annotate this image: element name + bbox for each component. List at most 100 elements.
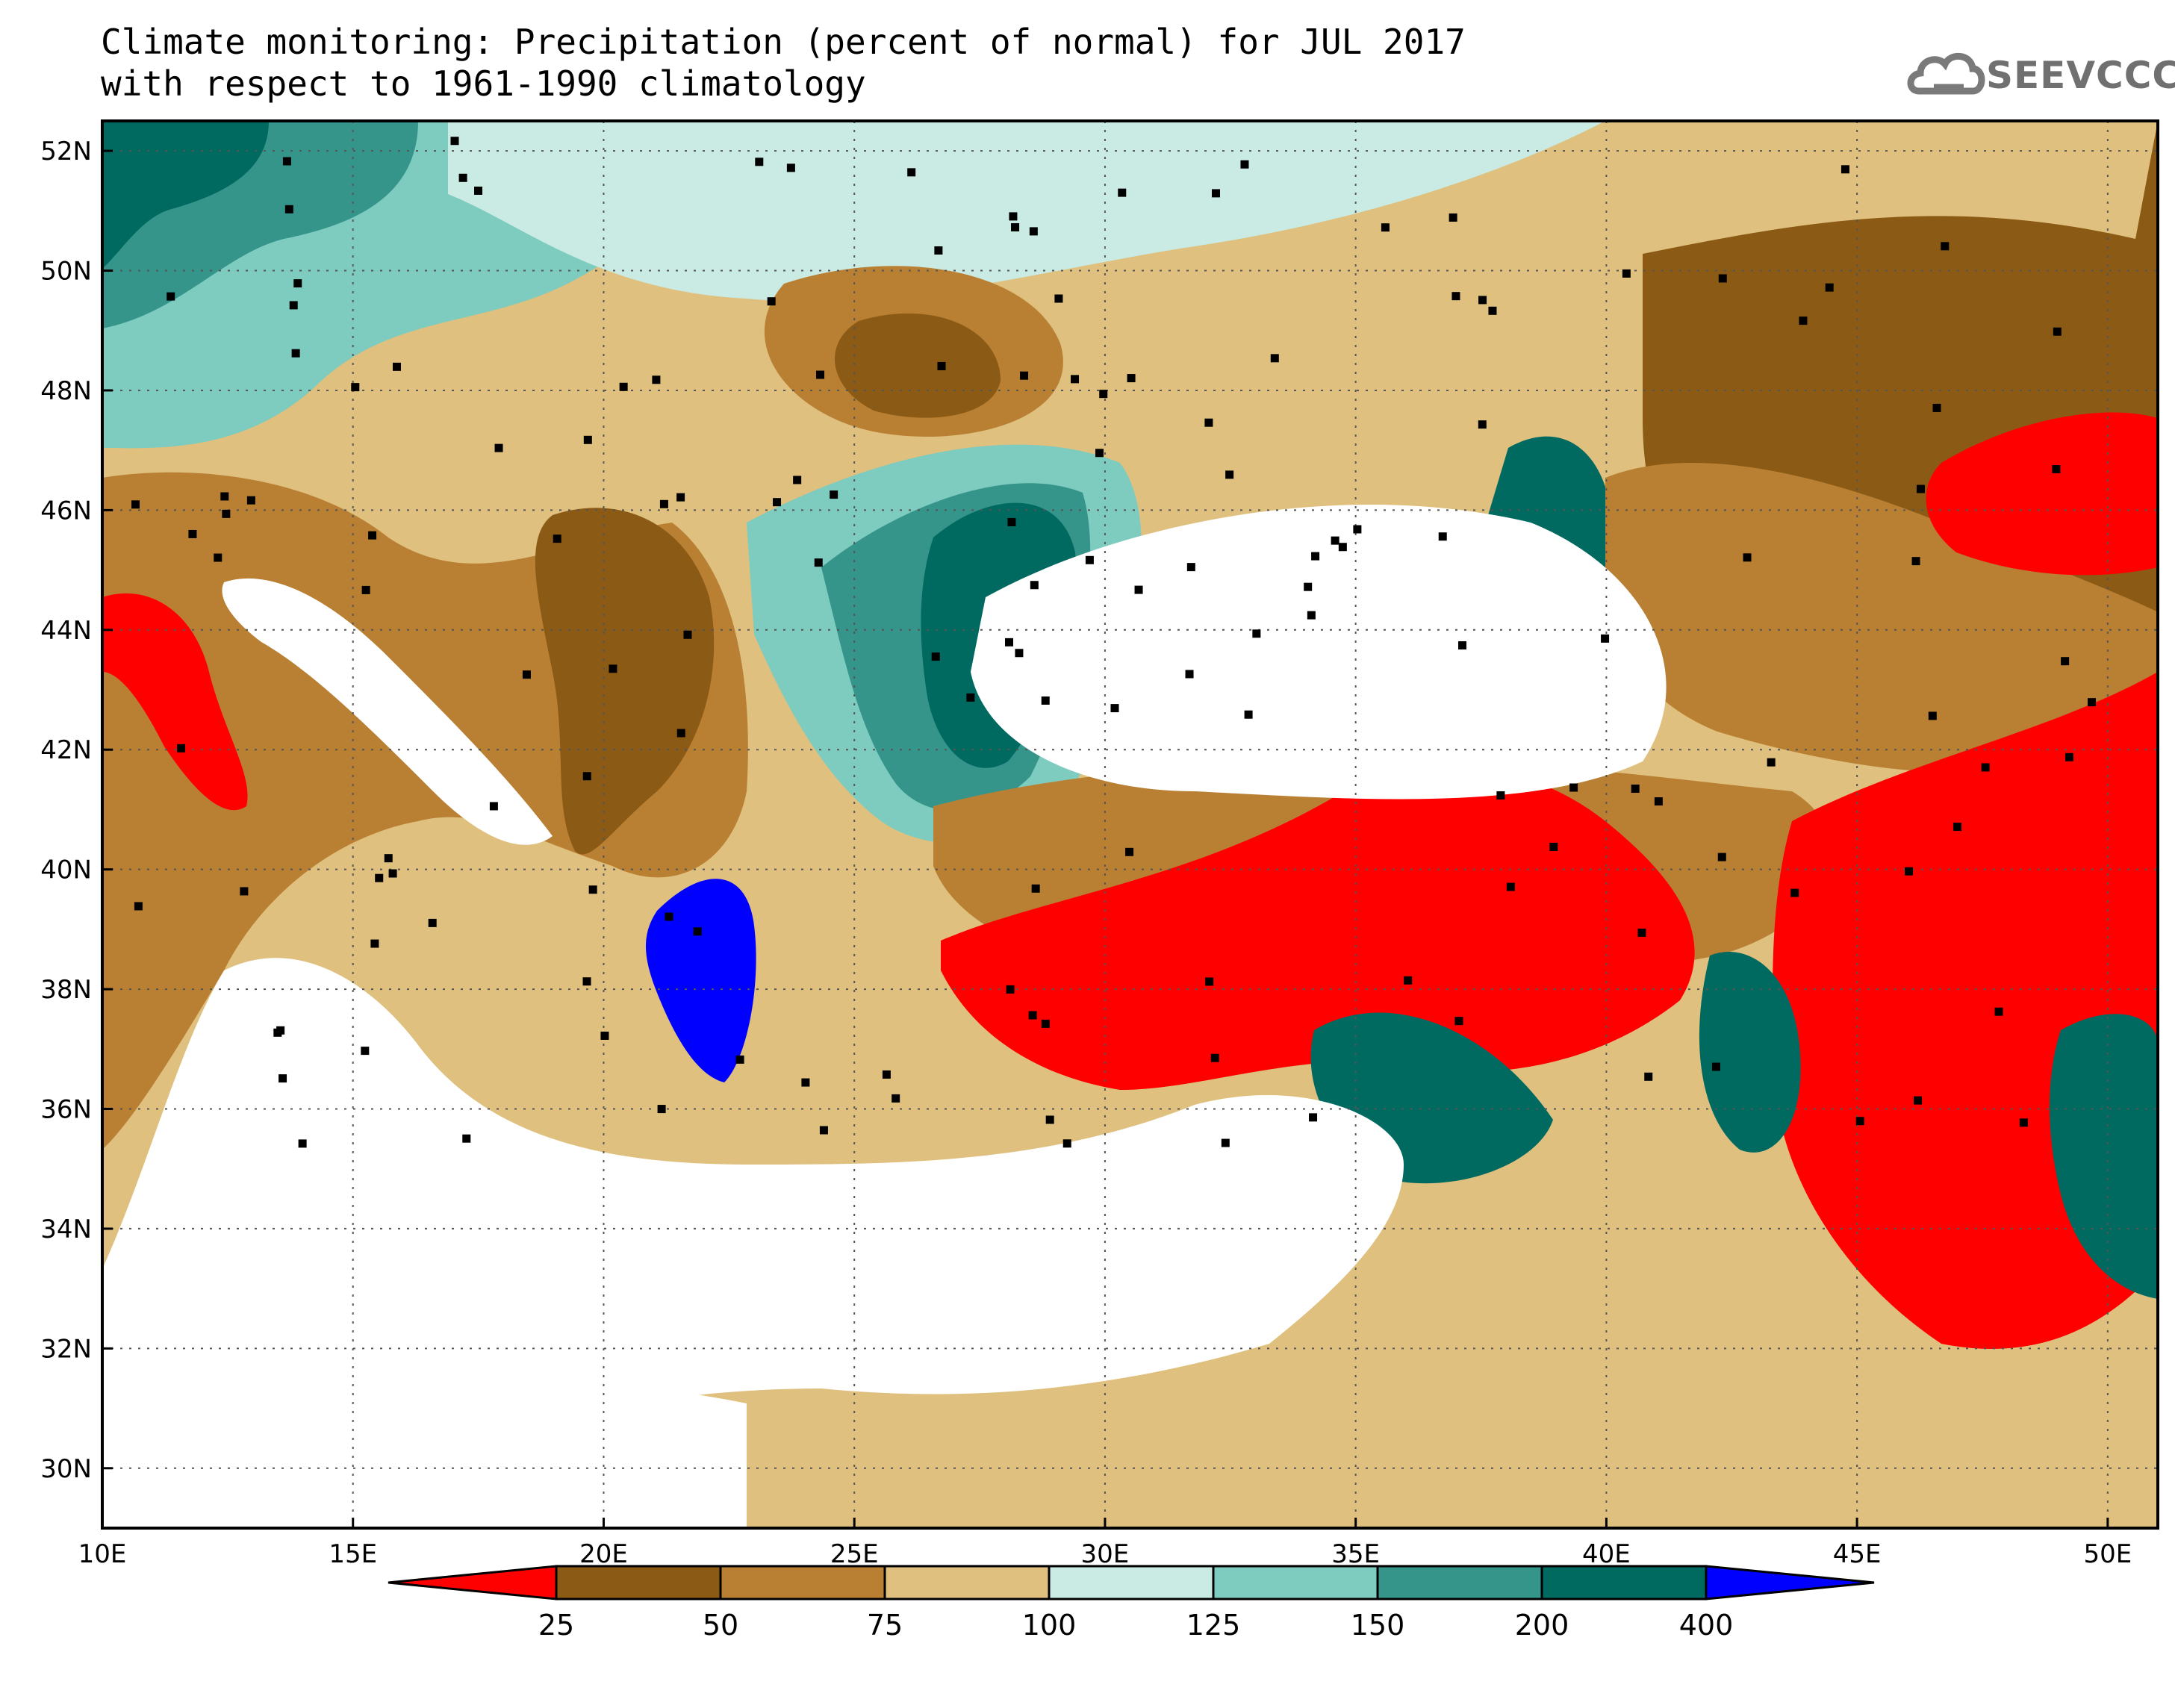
station-marker (1338, 543, 1347, 552)
station-marker (1790, 888, 1799, 897)
station-marker (1718, 274, 1727, 283)
station-marker (298, 1139, 307, 1148)
station-marker (1099, 390, 1108, 399)
colorbar-swatch (883, 1565, 1051, 1601)
station-marker (1855, 1117, 1864, 1126)
station-marker (388, 869, 397, 878)
station-marker (1717, 853, 1726, 861)
lat-tick-label: 30N (40, 1454, 92, 1484)
colorbar-swatch (1376, 1565, 1543, 1601)
station-marker (1478, 420, 1487, 429)
station-marker (1905, 867, 1914, 876)
station-marker (214, 553, 223, 562)
station-marker (1981, 763, 1990, 772)
station-marker (1041, 696, 1050, 705)
station-marker (2053, 327, 2062, 336)
station-marker (458, 173, 467, 182)
map-fields (102, 121, 2158, 1528)
station-marker (1451, 292, 1460, 301)
station-marker (767, 297, 776, 306)
station-marker (1020, 371, 1029, 380)
station-marker (462, 1134, 471, 1143)
station-marker (773, 498, 782, 507)
station-marker (1622, 269, 1631, 278)
field-blacksea-white (971, 505, 1667, 800)
station-marker (131, 500, 140, 509)
lat-tick-label: 46N (40, 496, 92, 526)
station-marker (1569, 783, 1578, 792)
station-marker (1953, 823, 1962, 832)
station-marker (291, 349, 300, 358)
station-marker (735, 1055, 744, 1064)
lat-tick-label: 48N (40, 376, 92, 406)
station-marker (246, 496, 255, 505)
lon-tick-label: 10E (78, 1539, 127, 1569)
station-marker (1085, 555, 1094, 564)
station-marker (428, 918, 437, 927)
station-marker (1110, 704, 1119, 713)
station-marker (652, 375, 661, 384)
station-marker (368, 531, 377, 540)
colorbar-high-arrow (1705, 1565, 1875, 1601)
station-marker (1353, 525, 1362, 534)
station-marker (1309, 1113, 1318, 1122)
lon-tick-label: 45E (1833, 1539, 1882, 1569)
station-marker (1458, 641, 1467, 650)
station-marker (1488, 306, 1497, 315)
station-marker (1062, 1139, 1071, 1148)
field-adriatic-white (222, 578, 553, 845)
station-marker (282, 157, 291, 166)
station-marker (1438, 532, 1447, 541)
title-line-2: with respect to 1961-1990 climatology (101, 63, 866, 104)
station-marker (1007, 517, 1016, 526)
station-marker (830, 490, 838, 499)
station-marker (937, 361, 946, 370)
station-marker (934, 246, 943, 255)
station-marker (1743, 553, 1752, 562)
colorbar-label: 400 (1679, 1609, 1734, 1642)
lon-tick-label: 25E (830, 1539, 879, 1569)
field-syria-teal (1699, 952, 1801, 1153)
field-serbia-dark (535, 508, 715, 855)
station-marker (1071, 375, 1080, 384)
station-marker (384, 854, 393, 863)
station-marker (966, 693, 975, 702)
lat-tick-label: 36N (40, 1095, 92, 1125)
station-marker (1454, 1017, 1463, 1026)
station-marker (1005, 638, 1014, 646)
station-marker (1911, 557, 1920, 566)
station-marker (1186, 563, 1195, 572)
station-marker (1029, 227, 1038, 236)
station-marker (1549, 842, 1558, 851)
lon-tick-label: 40E (1582, 1539, 1631, 1569)
lat-tick-label: 50N (40, 257, 92, 287)
station-marker (474, 186, 483, 195)
station-marker (522, 670, 531, 679)
station-marker (1030, 581, 1039, 590)
station-marker (222, 509, 231, 518)
station-markers (131, 137, 2097, 1148)
station-marker (816, 370, 825, 379)
station-marker (1270, 354, 1279, 363)
colorbar-label: 75 (867, 1609, 903, 1642)
station-marker (351, 383, 360, 392)
station-marker (2064, 752, 2073, 761)
station-marker (1404, 976, 1413, 985)
station-marker (1825, 283, 1834, 292)
station-marker (1711, 1062, 1720, 1071)
station-marker (892, 1094, 900, 1103)
station-marker (553, 534, 561, 543)
station-marker (293, 279, 302, 288)
station-marker (2019, 1118, 2028, 1127)
station-marker (284, 205, 293, 214)
station-marker (489, 802, 498, 811)
station-marker (2052, 465, 2061, 474)
field-east-red-north (1926, 412, 2158, 576)
station-marker (1840, 165, 1849, 174)
title-line-1: Climate monitoring: Precipitation (perce… (101, 22, 1466, 62)
station-marker (1644, 1072, 1653, 1081)
station-marker (676, 493, 685, 502)
station-marker (1307, 611, 1316, 620)
station-marker (676, 729, 685, 738)
colorbar-label: 100 (1022, 1609, 1077, 1642)
